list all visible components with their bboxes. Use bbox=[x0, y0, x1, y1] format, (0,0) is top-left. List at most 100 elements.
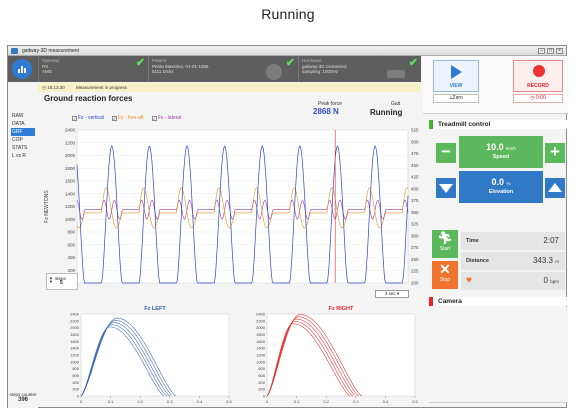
peak-force-label: Peak force bbox=[318, 101, 342, 107]
close-button[interactable]: × bbox=[556, 48, 563, 54]
record-icon bbox=[533, 65, 545, 77]
elevation-label: Elevation bbox=[488, 189, 514, 195]
distance-value: 343.3 bbox=[532, 256, 554, 265]
small-x-tick: 0.2 bbox=[323, 399, 329, 404]
arrow-up-icon bbox=[548, 183, 562, 192]
grf-y-tick: 1600 bbox=[65, 179, 76, 184]
legend-fz-label: Fz - vertical bbox=[78, 115, 104, 121]
heart-rate-unit: bpm bbox=[550, 279, 559, 284]
nav-item-lvsr[interactable]: L vs R bbox=[12, 153, 26, 159]
fz-vertical-line bbox=[76, 145, 409, 284]
hardware-detail: sampling: 1000Hz bbox=[302, 69, 339, 74]
time-window-select[interactable]: 3 sec ▾ bbox=[375, 290, 409, 298]
small-y-tick: 600 bbox=[72, 373, 79, 378]
start-button[interactable]: 🏃︎ Start bbox=[432, 230, 458, 258]
time-box: Time 2:07 bbox=[461, 232, 565, 250]
small-plot-area bbox=[266, 313, 416, 397]
grf-y-tick: 2000 bbox=[65, 153, 76, 158]
small-x-tick: 0 bbox=[266, 399, 269, 404]
legend-fy[interactable]: ✓ Fy - fore-aft bbox=[111, 115, 144, 121]
fy-foreaft-line bbox=[76, 187, 409, 229]
gait-label: Gait bbox=[391, 101, 401, 107]
nav-item-raw[interactable]: RAW bbox=[12, 113, 24, 119]
zero-button[interactable]: ⟂Zero bbox=[433, 94, 479, 103]
steps-counter-label: steps counter bbox=[9, 392, 37, 397]
page-title: Running bbox=[261, 6, 315, 22]
small-y-tick: 2200 bbox=[256, 318, 266, 323]
grf-y-tick: 400 bbox=[67, 255, 75, 260]
patient-name: Penta Massimo, 01-01-1956 bbox=[152, 63, 209, 69]
nav-item-cop[interactable]: COP bbox=[12, 137, 23, 143]
record-label: RECORD bbox=[527, 83, 549, 89]
stop-button[interactable]: ✕ Stop bbox=[432, 261, 458, 289]
small-y-tick: 2400 bbox=[256, 312, 266, 317]
fz-curve bbox=[266, 316, 359, 397]
zero-label: Zero bbox=[452, 95, 463, 101]
operator-card[interactable]: Operator RS AMG ✔ bbox=[38, 56, 148, 82]
elevation-unit: % bbox=[506, 181, 511, 186]
grf-y2-tick: 225 bbox=[411, 269, 419, 274]
elevation-decrease-button[interactable] bbox=[436, 178, 456, 198]
view-record-row: VIEW ⟂Zero RECORD ◷ 0:00 bbox=[423, 56, 568, 114]
steps-label: steps bbox=[55, 276, 66, 281]
fx-lateral-line bbox=[76, 199, 409, 220]
small-y-tick: 400 bbox=[258, 380, 265, 385]
grf-chart[interactable]: 2400 2200 2000 1800 1600 1400 1200 1000 800 600 40… bbox=[38, 118, 421, 294]
small-y-tick: 1800 bbox=[70, 332, 80, 337]
grf-y-tick: 800 bbox=[67, 230, 75, 235]
fz-curve bbox=[80, 324, 167, 397]
time-value: 2:07 bbox=[543, 236, 559, 245]
distance-unit: m bbox=[555, 259, 559, 264]
patient-code: 5111 Dicks bbox=[152, 69, 174, 74]
speed-value: 10.0 bbox=[486, 142, 504, 152]
app-home-icon[interactable] bbox=[12, 59, 32, 79]
small-x-tick: 0 bbox=[80, 399, 83, 404]
checkbox-icon[interactable]: ✓ bbox=[151, 115, 157, 121]
legend-fy-label: Fy - fore-aft bbox=[117, 115, 144, 121]
runner-icon: 🏃︎ bbox=[437, 231, 453, 245]
grf-y-tick: 1800 bbox=[65, 166, 76, 171]
title-bar: gaitway-3D measurement – □ × bbox=[8, 46, 566, 56]
nav-item-grf[interactable]: GRF bbox=[11, 128, 35, 136]
small-x-tick: 0.3 bbox=[167, 399, 173, 404]
treadmill-heading: Treadmill control bbox=[429, 120, 568, 129]
grf-y2-tick: 375 bbox=[411, 198, 419, 203]
nav-item-data[interactable]: DATA bbox=[12, 121, 25, 127]
grf-y2-tick: 200 bbox=[411, 281, 419, 286]
hardware-card[interactable]: Hardware gaitway-3D connected sampling: … bbox=[298, 56, 421, 82]
clock-icon: ◷ bbox=[42, 85, 46, 90]
minimize-button[interactable]: – bbox=[538, 48, 545, 54]
fz-left-title: Fz LEFT bbox=[144, 306, 166, 312]
status-message: Measurement in progress bbox=[76, 85, 128, 90]
measurement-panel: Operator RS AMG ✔ Patient Penta Massimo,… bbox=[8, 56, 421, 408]
elevation-increase-button[interactable] bbox=[545, 178, 565, 198]
arrow-down-icon bbox=[439, 184, 453, 193]
speed-decrease-button[interactable]: − bbox=[436, 143, 456, 163]
small-y-tick: 1200 bbox=[256, 353, 266, 358]
legend-fx[interactable]: ✓ Fx - lateral bbox=[151, 115, 182, 121]
small-y-tick: 1200 bbox=[70, 353, 80, 358]
view-button[interactable]: VIEW bbox=[433, 60, 479, 92]
operator-label: Operator bbox=[42, 58, 60, 63]
small-y-tick: 1000 bbox=[70, 359, 80, 364]
grf-legend: ✓ Fz - vertical ✓ Fy - fore-aft ✓ Fx - late… bbox=[72, 115, 181, 121]
legend-fz[interactable]: ✓ Fz - vertical bbox=[72, 115, 104, 121]
small-y-tick: 2000 bbox=[256, 325, 266, 330]
elevation-value: 0.0 bbox=[491, 177, 504, 187]
legend-fx-label: Fx - lateral bbox=[157, 115, 182, 121]
grf-y-tick: 1000 bbox=[65, 217, 76, 222]
steps-stepper[interactable]: ▲ ▼ steps 5 bbox=[46, 273, 78, 290]
checkbox-icon[interactable]: ✓ bbox=[111, 115, 117, 121]
stepper-arrows-icon[interactable]: ▲ ▼ bbox=[49, 275, 53, 284]
speed-increase-button[interactable]: + bbox=[545, 143, 565, 163]
patient-card[interactable]: Patient Penta Massimo, 01-01-1956 5111 D… bbox=[148, 56, 298, 82]
checkbox-icon[interactable]: ✓ bbox=[72, 115, 77, 121]
nav-item-stats[interactable]: STATS bbox=[12, 145, 28, 151]
app-window: gaitway-3D measurement – □ × Operator RS… bbox=[7, 45, 568, 408]
record-button[interactable]: RECORD bbox=[513, 60, 563, 92]
record-time: ◷ 0:00 bbox=[513, 94, 563, 103]
maximize-button[interactable]: □ bbox=[547, 48, 554, 54]
small-y-tick: 0 bbox=[263, 394, 266, 399]
grf-y2-tick: 500 bbox=[411, 139, 419, 144]
